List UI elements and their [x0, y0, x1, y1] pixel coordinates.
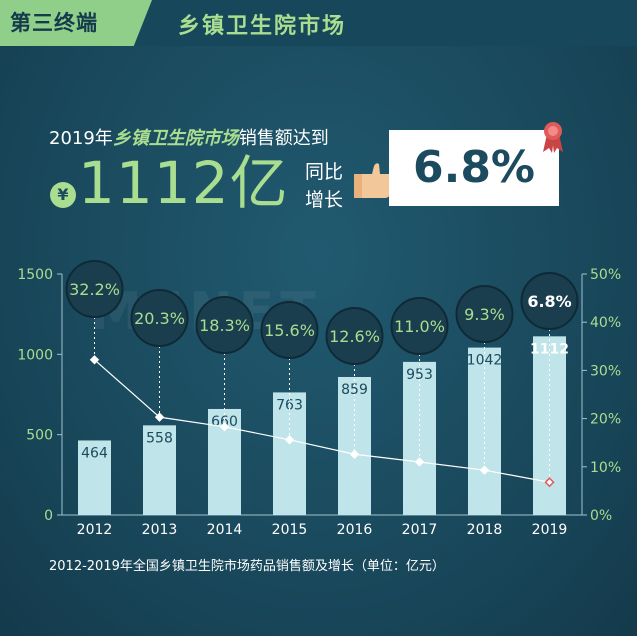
- x-tick-label: 2018: [467, 522, 503, 538]
- growth-point: [414, 457, 425, 467]
- growth-value: 6.8%: [412, 142, 536, 193]
- x-tick-label: 2016: [337, 522, 373, 538]
- x-tick-label: 2015: [272, 522, 308, 538]
- thumbs-up-hand-icon: [354, 163, 394, 198]
- growth-point: [154, 412, 165, 422]
- sales-amount: 1112亿: [78, 149, 289, 217]
- bar: [468, 347, 501, 515]
- award-ribbon-icon: [543, 122, 563, 153]
- x-tick-label: 2017: [402, 522, 438, 538]
- y-right-tick-label: 0%: [590, 508, 612, 524]
- growth-point: [544, 477, 555, 488]
- yoy-label-line1: 同比: [305, 161, 344, 183]
- bar: [78, 440, 111, 515]
- growth-point: [349, 449, 360, 459]
- growth-card: 6.8%: [389, 130, 559, 206]
- growth-point: [219, 422, 230, 432]
- growth-bubble: [260, 301, 319, 359]
- growth-bubble: [455, 285, 514, 343]
- y-right-tick-label: 20%: [590, 412, 621, 428]
- growth-label: 6.8%: [527, 292, 571, 311]
- growth-label: 15.6%: [264, 321, 315, 340]
- x-tick-label: 2013: [142, 522, 178, 538]
- bar: [143, 425, 176, 515]
- growth-bubble: [390, 297, 449, 355]
- y-left-tick-label: 0: [44, 508, 53, 524]
- bar-value-label: 1042: [467, 353, 503, 369]
- y-right-tick-label: 40%: [590, 315, 621, 331]
- growth-point: [284, 435, 295, 445]
- bar-value-label: 464: [81, 445, 108, 461]
- growth-label: 20.3%: [134, 309, 185, 328]
- growth-label: 18.3%: [199, 316, 250, 335]
- section-tag-label: 第三终端: [10, 11, 98, 35]
- growth-bubble: [195, 296, 254, 354]
- growth-point: [89, 355, 100, 365]
- x-tick-label: 2019: [532, 522, 568, 538]
- page-title: 乡镇卫生院市场: [178, 14, 347, 39]
- y-right-tick-label: 50%: [590, 267, 621, 283]
- growth-bubble: [325, 307, 384, 365]
- growth-label: 12.6%: [329, 327, 380, 346]
- chart-caption: 2012-2019年全国乡镇卫生院市场药品销售额及增长（单位：亿元）: [49, 559, 445, 574]
- growth-label: 11.0%: [394, 317, 445, 336]
- headline-highlight: 乡镇卫生院市场: [112, 128, 239, 149]
- section-tag: [0, 0, 152, 46]
- x-tick-label: 2012: [77, 522, 113, 538]
- yen-icon: ¥: [50, 182, 76, 208]
- growth-bubble: [520, 272, 579, 330]
- bar-value-label: 763: [276, 397, 303, 413]
- headline: 2019年乡镇卫生院市场销售额达到: [49, 124, 329, 150]
- y-right-tick-label: 10%: [590, 460, 621, 476]
- yoy-label-line2: 增长: [305, 189, 344, 211]
- bar-value-label: 558: [146, 430, 173, 446]
- y-left-tick-label: 500: [26, 428, 53, 444]
- yoy-label: 同比 增长: [305, 158, 351, 214]
- growth-bubble: [130, 289, 189, 347]
- x-tick-label: 2014: [207, 522, 243, 538]
- y-right-tick-label: 30%: [590, 363, 621, 379]
- bar: [273, 392, 306, 515]
- bar: [403, 361, 436, 515]
- y-left-tick-label: 1000: [17, 347, 53, 363]
- y-left-tick-label: 1500: [17, 267, 53, 283]
- growth-line: [94, 359, 550, 483]
- growth-bubble: [65, 260, 124, 318]
- growth-label: 32.2%: [69, 280, 120, 299]
- growth-point: [479, 465, 490, 475]
- growth-label: 9.3%: [464, 305, 505, 324]
- headline-suffix: 销售额达到: [238, 128, 329, 149]
- headline-prefix: 2019年: [49, 128, 113, 149]
